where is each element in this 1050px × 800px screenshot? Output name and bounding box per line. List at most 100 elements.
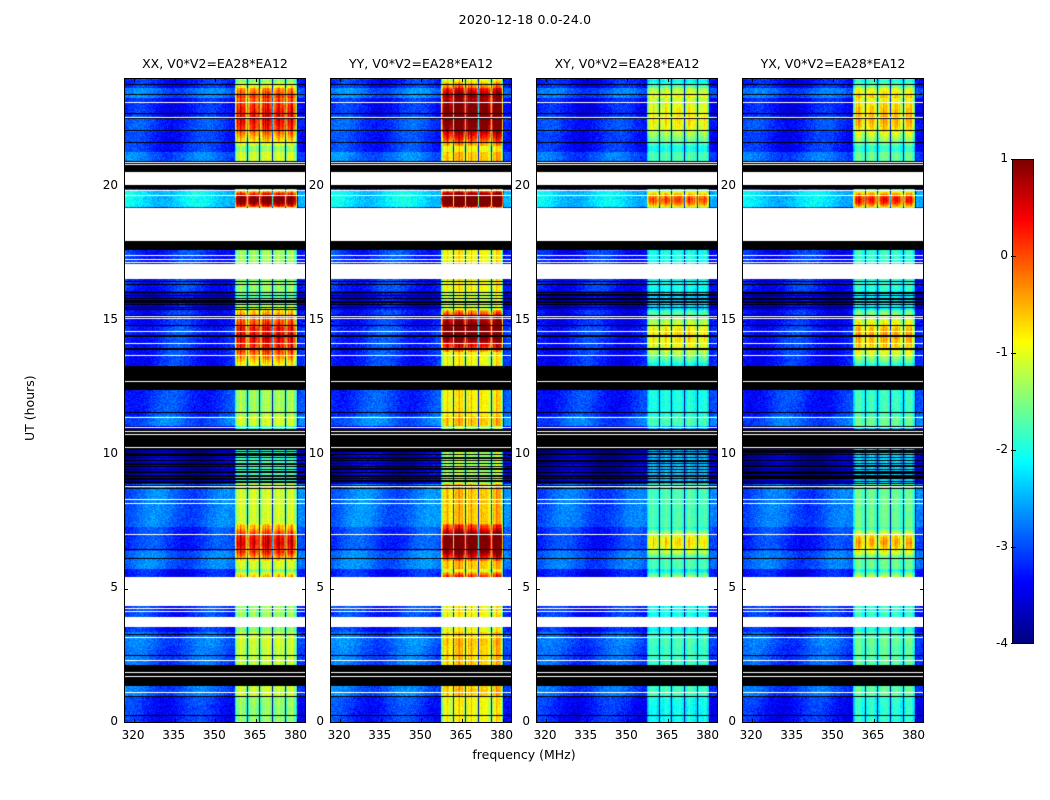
x-tick — [792, 79, 794, 82]
dynamic-spectrum-xx — [125, 79, 305, 722]
x-tick — [502, 79, 504, 82]
y-tick — [302, 187, 305, 189]
x-tick — [914, 719, 916, 722]
y-tick-label: 20 — [308, 178, 324, 193]
x-tick-label: 320 — [121, 728, 145, 742]
x-tick-label: 365 — [861, 728, 885, 742]
panel-title-yy: YY, V0*V2=EA28*EA12 — [349, 56, 493, 71]
x-tick — [708, 79, 710, 82]
x-tick — [586, 79, 588, 82]
y-tick — [920, 455, 923, 457]
x-tick-label: 335 — [780, 728, 804, 742]
plot-area-xy — [536, 78, 718, 723]
y-tick-label: 0 — [522, 714, 530, 728]
panel-title-xx: XX, V0*V2=EA28*EA12 — [142, 56, 288, 71]
x-tick — [667, 719, 669, 722]
x-tick-label: 335 — [574, 728, 598, 742]
y-tick — [508, 589, 511, 591]
x-tick — [296, 719, 298, 722]
x-tick-label: 335 — [368, 728, 392, 742]
x-tick — [174, 719, 176, 722]
x-tick-label: 320 — [533, 728, 557, 742]
y-tick — [331, 187, 334, 189]
x-tick — [461, 719, 463, 722]
x-tick — [296, 79, 298, 82]
y-tick — [125, 589, 128, 591]
x-tick-label: 380 — [696, 728, 719, 742]
x-tick-label: 365 — [449, 728, 473, 742]
colorbar-tick-label: -2 — [996, 442, 1008, 456]
x-tick-label: 335 — [162, 728, 186, 742]
x-tick-label: 365 — [243, 728, 267, 742]
x-tick-label: 380 — [490, 728, 513, 742]
x-tick — [340, 719, 342, 722]
colorbar-tick-label: 1 — [1000, 151, 1008, 165]
y-tick — [743, 187, 746, 189]
colorbar-tick-label: -3 — [996, 539, 1008, 553]
x-tick — [421, 719, 423, 722]
panel-title-xy: XY, V0*V2=EA28*EA12 — [554, 56, 700, 71]
plot-area-yy — [330, 78, 512, 723]
x-tick — [627, 719, 629, 722]
x-tick — [134, 719, 136, 722]
colorbar-tick — [1011, 450, 1016, 451]
x-tick-label: 380 — [902, 728, 925, 742]
y-tick — [125, 321, 128, 323]
x-tick — [667, 79, 669, 82]
x-tick — [752, 719, 754, 722]
x-tick — [502, 719, 504, 722]
x-tick — [708, 719, 710, 722]
x-tick — [461, 79, 463, 82]
y-tick-label: 0 — [316, 714, 324, 728]
x-tick — [873, 719, 875, 722]
y-tick — [537, 187, 540, 189]
y-tick — [714, 589, 717, 591]
y-tick — [331, 589, 334, 591]
colorbar-tick — [1011, 643, 1016, 644]
y-tick-label: 5 — [110, 580, 118, 595]
plot-area-yx — [742, 78, 924, 723]
y-tick-label: 5 — [522, 580, 530, 595]
x-tick-label: 320 — [327, 728, 351, 742]
y-tick — [125, 455, 128, 457]
panel-xy: XY, V0*V2=EA28*EA12 — [536, 56, 718, 723]
x-tick — [586, 719, 588, 722]
y-tick-label: 20 — [102, 178, 118, 193]
dynamic-spectrum-yx — [743, 79, 923, 722]
panel-yy: YY, V0*V2=EA28*EA12 — [330, 56, 512, 723]
y-tick-label: 5 — [728, 580, 736, 595]
y-tick — [920, 187, 923, 189]
plot-area-xx — [124, 78, 306, 723]
x-tick — [792, 719, 794, 722]
y-tick-label: 10 — [102, 446, 118, 461]
x-tick — [380, 79, 382, 82]
y-tick — [537, 455, 540, 457]
y-tick — [714, 321, 717, 323]
y-tick — [743, 321, 746, 323]
y-tick — [920, 321, 923, 323]
x-tick — [752, 79, 754, 82]
y-tick — [743, 455, 746, 457]
x-tick-label: 320 — [739, 728, 763, 742]
dynamic-spectrum-xy — [537, 79, 717, 722]
x-tick-label: 380 — [284, 728, 307, 742]
x-tick — [255, 79, 257, 82]
y-tick — [331, 321, 334, 323]
y-tick-label: 10 — [308, 446, 324, 461]
y-tick — [508, 321, 511, 323]
y-tick — [920, 589, 923, 591]
x-tick — [174, 79, 176, 82]
y-tick — [125, 187, 128, 189]
y-tick — [508, 187, 511, 189]
y-tick — [302, 589, 305, 591]
y-tick-label: 5 — [316, 580, 324, 595]
x-tick — [421, 79, 423, 82]
x-tick — [255, 719, 257, 722]
y-tick-label: 20 — [514, 178, 530, 193]
x-tick — [215, 719, 217, 722]
x-tick — [873, 79, 875, 82]
dynamic-spectrum-yy — [331, 79, 511, 722]
y-tick — [302, 455, 305, 457]
x-tick-label: 365 — [655, 728, 679, 742]
x-tick-label: 350 — [614, 728, 638, 742]
